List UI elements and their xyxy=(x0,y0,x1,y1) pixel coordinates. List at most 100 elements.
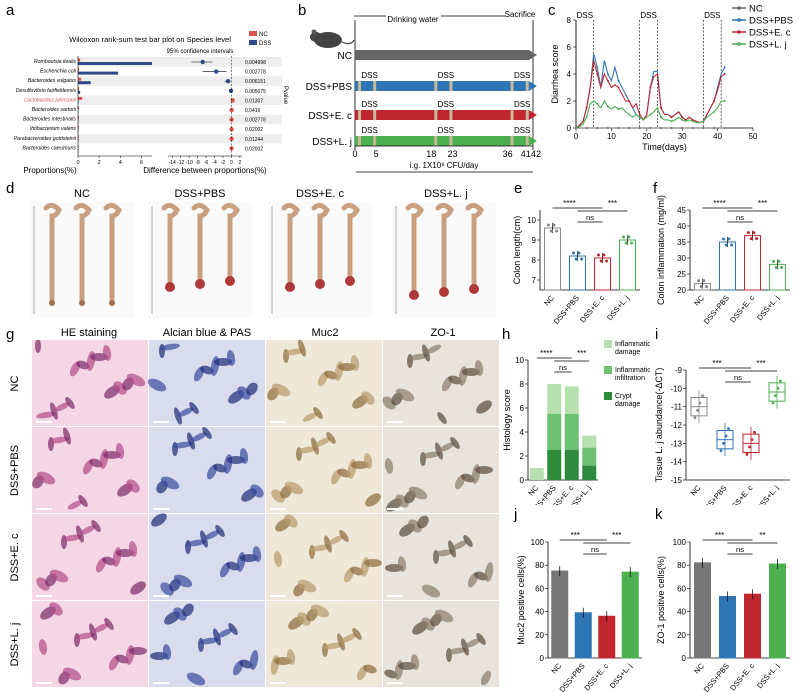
stacked-bar-inflammation-infiltration xyxy=(565,414,579,450)
c-ytick: 4 xyxy=(567,70,572,79)
c-point xyxy=(713,111,715,113)
data-point xyxy=(697,279,700,282)
bar-dss xyxy=(78,72,118,75)
c-point xyxy=(660,127,662,129)
c-point xyxy=(692,127,694,129)
data-point xyxy=(555,230,558,233)
colon-end xyxy=(409,290,419,300)
c-point xyxy=(713,127,715,129)
tick-left: 6 xyxy=(140,160,143,166)
species-label: Bacteroides sartorii xyxy=(32,107,77,113)
colon-photos xyxy=(20,202,500,320)
colon-end xyxy=(285,282,295,292)
group-arrow-dss-pbs xyxy=(355,81,537,91)
ytick: 9 xyxy=(532,236,537,245)
data-point xyxy=(572,252,575,255)
colon-label-nc: NC xyxy=(22,188,142,200)
dss-window-marker xyxy=(358,110,361,120)
tick-right: -6 xyxy=(204,160,209,166)
colon-end xyxy=(225,276,235,286)
c-point xyxy=(607,73,609,75)
c-point xyxy=(681,119,683,121)
colon-end xyxy=(79,300,85,306)
panel-c-chart: 0 2 4 6 8 0 10 20 30 40 50 Time(days) Diarrhea score… xyxy=(548,0,800,180)
c-xtick: 40 xyxy=(713,132,722,141)
stacked-bar-inflammation-damage xyxy=(547,384,561,414)
scale-bar xyxy=(387,508,403,510)
bar-dss-pbs xyxy=(720,242,736,290)
ytick: -15 xyxy=(670,476,682,485)
bar-dss-pbs xyxy=(720,597,736,658)
c-dss-annotation: DSS xyxy=(577,11,593,20)
day-tick: 18 xyxy=(426,149,436,159)
data-point xyxy=(625,242,628,245)
scale-bar xyxy=(387,595,403,597)
c-point xyxy=(681,127,683,129)
c-point xyxy=(660,116,662,118)
c-ytick: 0 xyxy=(567,124,572,133)
c-point xyxy=(671,120,673,122)
pvalue-text: 0.0416 xyxy=(245,108,261,114)
c-point xyxy=(607,80,609,82)
ytick: 8 xyxy=(520,380,525,389)
tick-right: 2 xyxy=(238,160,241,166)
dss-window-marker xyxy=(526,136,529,146)
bar-dss-l-j xyxy=(770,564,786,658)
dss-window-marker xyxy=(526,81,529,91)
ylabel-e: Colon length(cm) xyxy=(512,216,522,285)
data-point xyxy=(775,266,778,269)
tissue-feature xyxy=(475,466,493,474)
tick-left: 4 xyxy=(119,160,122,166)
header-drinking-water: Drinking water xyxy=(387,15,438,24)
tick-right: -2 xyxy=(221,160,226,166)
bar-dss-e-c xyxy=(745,594,761,658)
data-point xyxy=(772,260,775,263)
ytick: -14 xyxy=(670,458,682,467)
c-point xyxy=(596,66,598,68)
data-point xyxy=(575,258,578,261)
data-point xyxy=(605,260,608,263)
sig-label: *** xyxy=(756,359,765,368)
c-point xyxy=(639,127,641,129)
scale-bar xyxy=(36,421,52,423)
ytick: -10 xyxy=(670,384,682,393)
stacked-bar-inflammation-infiltration xyxy=(547,414,561,450)
tick-right: -14 xyxy=(169,160,176,166)
ytick: 30 xyxy=(677,254,686,263)
sig-label: ** xyxy=(759,531,765,540)
dss-window-marker xyxy=(449,110,452,120)
data-point xyxy=(727,238,730,241)
pvalue-text: 0.02002 xyxy=(245,146,263,152)
bar-nc xyxy=(552,571,568,658)
species-label: Romboutsia ilealis xyxy=(34,59,77,65)
group-label-dss-e-c: DSS+E. c xyxy=(308,111,352,122)
dss-window-marker xyxy=(373,136,376,146)
box-point xyxy=(753,431,756,434)
data-point xyxy=(747,231,750,234)
species-label: Parabacteroides goldsteinii xyxy=(14,136,77,142)
data-point xyxy=(630,242,633,245)
ytick: 60 xyxy=(677,584,686,593)
sig-label: ns xyxy=(591,545,599,554)
pvalue-text: 0.004998 xyxy=(245,60,266,66)
xtick-nc: NC xyxy=(692,661,706,676)
c-point xyxy=(681,116,683,118)
c-point xyxy=(639,116,641,118)
row-label-dss-e-c: DSS+E. c xyxy=(9,533,21,581)
c-xtick: 50 xyxy=(749,132,758,141)
tissue-feature xyxy=(129,647,147,655)
data-point xyxy=(602,254,605,257)
panel-b-figure: Drinking water Sacrifice NC DSS+PBS DSS DSS… xyxy=(296,0,546,180)
c-xlabel: Time(days) xyxy=(642,142,687,152)
group-arrow-dss-l-j xyxy=(355,136,537,146)
c-legend-label: NC xyxy=(749,4,763,15)
group-label-dss-l-j: DSS+L. j xyxy=(312,137,352,148)
c-legend-marker xyxy=(737,42,741,46)
panel-a-title: Wilcoxon rank-sum test bar plot on Speci… xyxy=(69,35,231,44)
data-point xyxy=(552,224,555,227)
box-point xyxy=(720,449,723,452)
legend-dss-label: DSS xyxy=(259,41,271,47)
scale-bar xyxy=(270,595,286,597)
xtick-dss-pbs: DSS+PBS xyxy=(702,294,731,326)
group-label-dss-pbs: DSS+PBS xyxy=(306,82,353,93)
